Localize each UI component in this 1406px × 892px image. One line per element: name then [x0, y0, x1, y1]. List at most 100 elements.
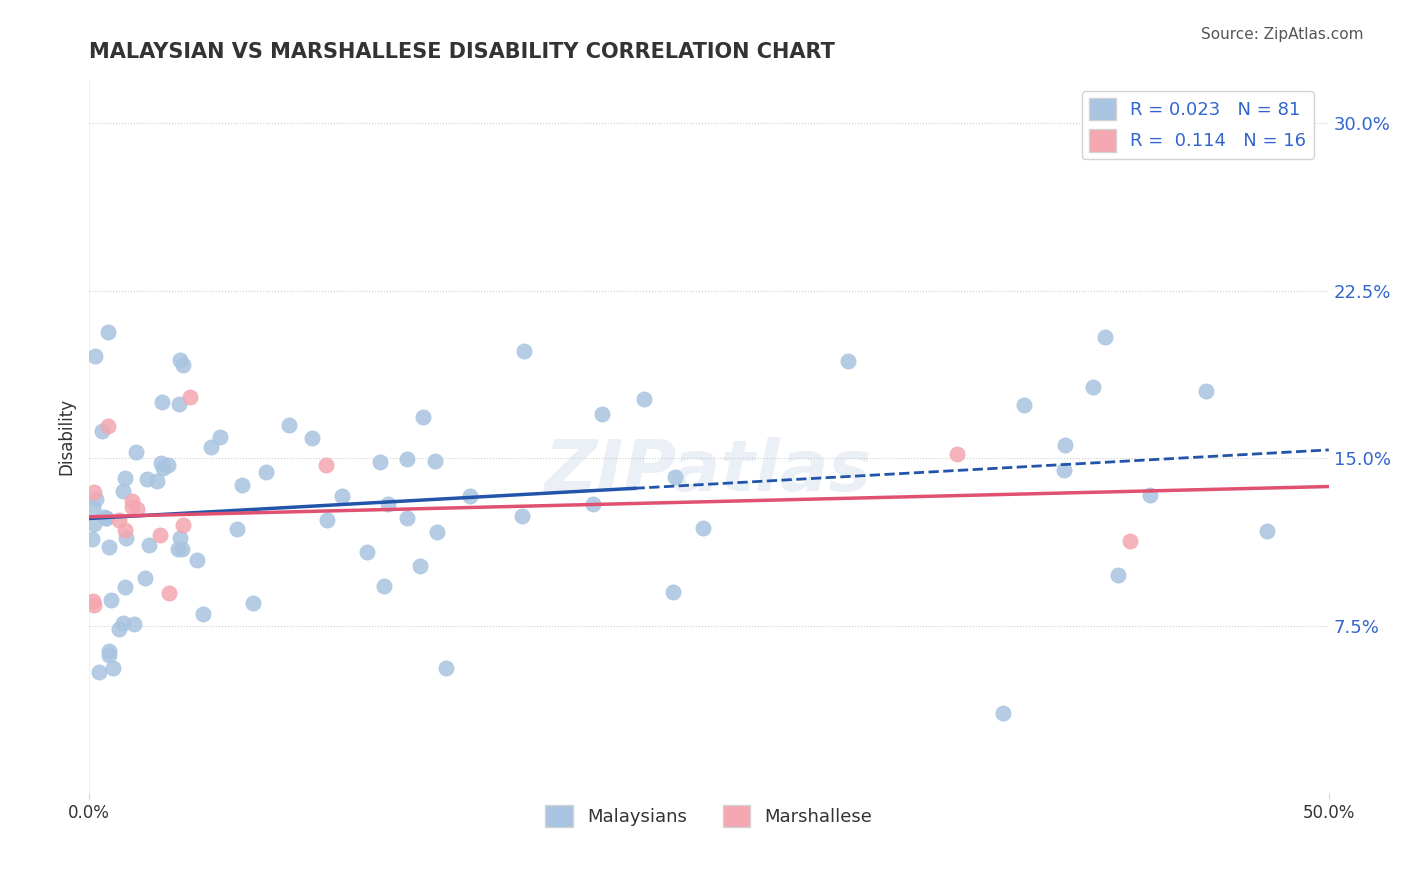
Point	[98, 648, 121, 662]
Point	[124, 445, 146, 459]
Point	[591, 408, 613, 422]
Point	[395, 510, 418, 524]
Point	[157, 586, 180, 600]
Point	[138, 538, 160, 552]
Point	[409, 558, 432, 573]
Point	[1053, 438, 1076, 452]
Point	[112, 616, 135, 631]
Point	[179, 390, 201, 404]
Text: MALAYSIAN VS MARSHALLESE DISABILITY CORRELATION CHART: MALAYSIAN VS MARSHALLESE DISABILITY CORR…	[89, 42, 835, 62]
Point	[1139, 488, 1161, 502]
Point	[172, 518, 194, 533]
Point	[373, 579, 395, 593]
Point	[1053, 463, 1076, 477]
Point	[97, 419, 120, 434]
Point	[83, 484, 105, 499]
Point	[97, 325, 120, 339]
Point	[125, 501, 148, 516]
Point	[633, 392, 655, 406]
Point	[115, 531, 138, 545]
Point	[149, 456, 172, 470]
Point	[94, 511, 117, 525]
Point	[1256, 524, 1278, 538]
Point	[121, 500, 143, 515]
Point	[226, 522, 249, 536]
Point	[169, 531, 191, 545]
Point	[242, 596, 264, 610]
Point	[193, 607, 215, 621]
Point	[172, 358, 194, 372]
Point	[152, 461, 174, 475]
Point	[114, 471, 136, 485]
Point	[84, 491, 107, 506]
Point	[98, 644, 121, 658]
Point	[146, 474, 169, 488]
Point	[356, 545, 378, 559]
Point	[114, 580, 136, 594]
Point	[82, 594, 104, 608]
Point	[93, 510, 115, 524]
Point	[121, 493, 143, 508]
Point	[167, 542, 190, 557]
Point	[98, 541, 121, 555]
Point	[150, 394, 173, 409]
Point	[316, 513, 339, 527]
Point	[169, 352, 191, 367]
Point	[91, 425, 114, 439]
Point	[208, 430, 231, 444]
Point	[458, 489, 481, 503]
Point	[368, 455, 391, 469]
Point	[1094, 330, 1116, 344]
Point	[662, 585, 685, 599]
Point	[83, 599, 105, 613]
Point	[425, 454, 447, 468]
Point	[83, 516, 105, 531]
Point	[80, 532, 103, 546]
Point	[170, 542, 193, 557]
Point	[107, 513, 129, 527]
Point	[664, 470, 686, 484]
Point	[134, 571, 156, 585]
Point	[124, 617, 146, 632]
Point	[510, 509, 533, 524]
Point	[513, 344, 536, 359]
Point	[101, 661, 124, 675]
Point	[315, 458, 337, 473]
Point	[301, 431, 323, 445]
Point	[425, 524, 447, 539]
Legend: Malaysians, Marshallese: Malaysians, Marshallese	[538, 797, 880, 834]
Text: Source: ZipAtlas.com: Source: ZipAtlas.com	[1201, 27, 1364, 42]
Point	[112, 483, 135, 498]
Point	[84, 350, 107, 364]
Point	[231, 477, 253, 491]
Point	[1194, 384, 1216, 399]
Point	[377, 497, 399, 511]
Point	[946, 447, 969, 461]
Y-axis label: Disability: Disability	[58, 398, 75, 475]
Point	[169, 397, 191, 411]
Point	[434, 661, 457, 675]
Point	[100, 593, 122, 607]
Point	[200, 440, 222, 454]
Point	[135, 472, 157, 486]
Point	[1119, 534, 1142, 549]
Point	[114, 524, 136, 538]
Point	[254, 466, 277, 480]
Point	[692, 521, 714, 535]
Point	[582, 497, 605, 511]
Point	[156, 458, 179, 473]
Point	[1012, 398, 1035, 412]
Point	[837, 353, 859, 368]
Point	[412, 410, 434, 425]
Point	[82, 500, 104, 515]
Point	[186, 552, 208, 566]
Point	[107, 622, 129, 636]
Text: ZIPatlas: ZIPatlas	[546, 437, 873, 506]
Point	[330, 489, 353, 503]
Point	[396, 451, 419, 466]
Point	[277, 417, 299, 432]
Point	[148, 528, 170, 542]
Point	[1107, 568, 1129, 582]
Point	[1081, 380, 1104, 394]
Point	[991, 706, 1014, 720]
